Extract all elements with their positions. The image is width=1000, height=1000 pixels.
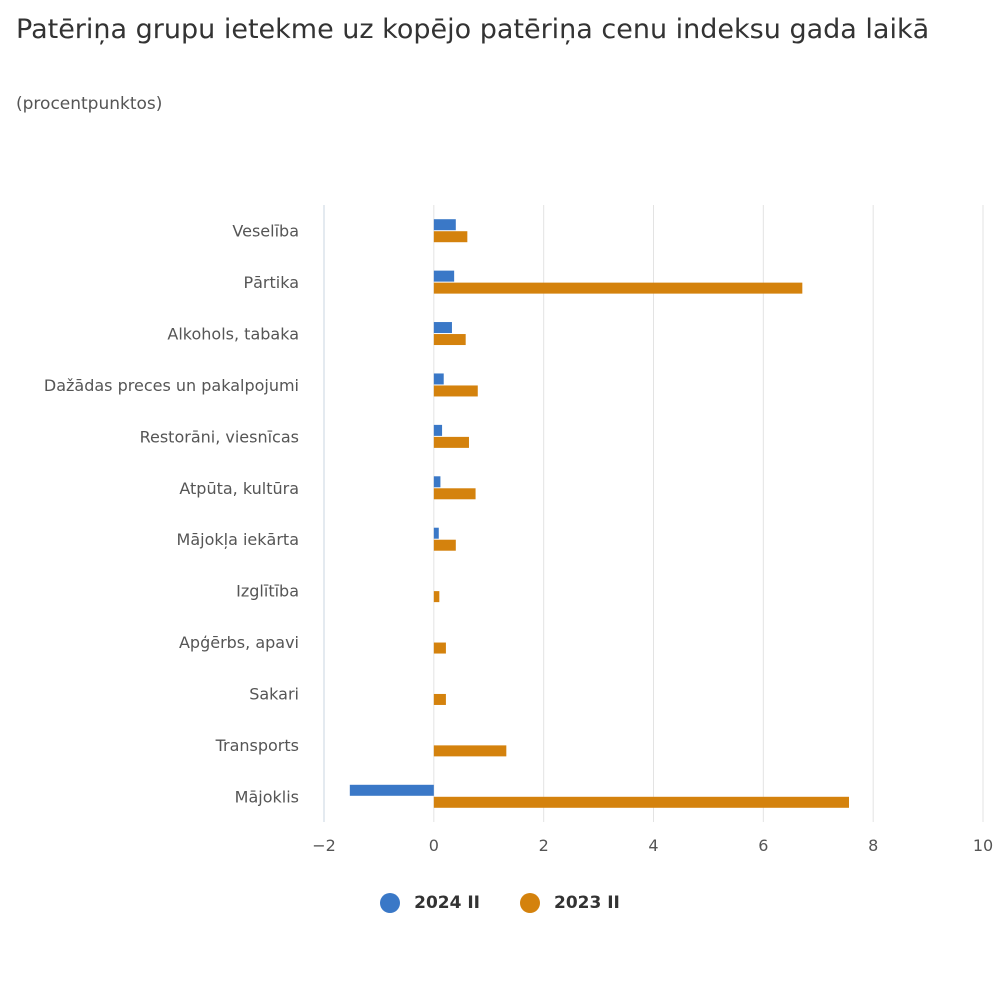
bar-series-2 bbox=[433, 231, 468, 243]
legend-item-series-2[interactable]: 2023 II bbox=[520, 893, 620, 913]
category-label: Veselība bbox=[232, 222, 299, 241]
bar-series-1 bbox=[433, 322, 452, 334]
category-label: Izglītība bbox=[236, 582, 299, 601]
chart-title: Patēriņa grupu ietekme uz kopējo patēriņ… bbox=[16, 14, 930, 45]
category-label: Apģērbs, apavi bbox=[179, 633, 299, 652]
bar-series-2 bbox=[433, 436, 469, 448]
category-label: Restorāni, viesnīcas bbox=[140, 427, 299, 446]
legend-marker-series-1 bbox=[380, 893, 401, 913]
category-label: Mājokļa iekārta bbox=[177, 530, 299, 549]
bar-series-2 bbox=[433, 334, 466, 346]
bar-chart: −2 0 2 4 6 8 10 Veselība Pārtika Alkohols, tabaka… bbox=[44, 205, 993, 855]
legend: 2024 II 2023 II bbox=[0, 893, 1000, 913]
bar-series-2 bbox=[433, 539, 456, 551]
category-label: Atpūta, kultūra bbox=[179, 479, 299, 498]
bar-series-2 bbox=[433, 282, 803, 294]
bar-series-1 bbox=[433, 424, 443, 436]
bar-series-1 bbox=[433, 476, 441, 488]
category-label: Mājoklis bbox=[235, 787, 299, 806]
bar-series-2 bbox=[433, 745, 507, 757]
bar-series-1 bbox=[433, 373, 444, 385]
x-tick-label: 0 bbox=[429, 836, 439, 855]
category-label: Alkohols, tabaka bbox=[167, 325, 299, 344]
chart-subtitle: (procentpunktos) bbox=[16, 94, 163, 114]
category-label: Dažādas preces un pakalpojumi bbox=[44, 376, 299, 395]
x-tick-label: 6 bbox=[758, 836, 768, 855]
legend-marker-series-2 bbox=[520, 893, 540, 913]
x-tick-label: −2 bbox=[312, 836, 336, 855]
x-tick-label: 8 bbox=[868, 836, 878, 855]
bar-series-1 bbox=[349, 784, 434, 796]
x-tick-label: 4 bbox=[648, 836, 658, 855]
bar-series-1 bbox=[433, 527, 439, 539]
bar-series-1 bbox=[433, 219, 456, 231]
bar-series-2 bbox=[433, 488, 476, 500]
legend-label-series-1: 2024 II bbox=[414, 893, 480, 913]
bar-series-2 bbox=[433, 591, 440, 603]
bar-series-2 bbox=[433, 693, 446, 705]
category-label: Sakari bbox=[249, 684, 299, 703]
bar-series-2 bbox=[433, 796, 850, 808]
legend-label-series-2: 2023 II bbox=[554, 893, 620, 913]
x-tick-label: 2 bbox=[539, 836, 549, 855]
bar-series-1 bbox=[433, 270, 455, 282]
category-label: Pārtika bbox=[243, 273, 299, 292]
bar-series-2 bbox=[433, 385, 478, 397]
x-tick-label: 10 bbox=[973, 836, 993, 855]
legend-item-series-1[interactable]: 2024 II bbox=[380, 893, 480, 913]
bar-series-2 bbox=[433, 642, 446, 654]
category-label: Transports bbox=[215, 736, 299, 755]
